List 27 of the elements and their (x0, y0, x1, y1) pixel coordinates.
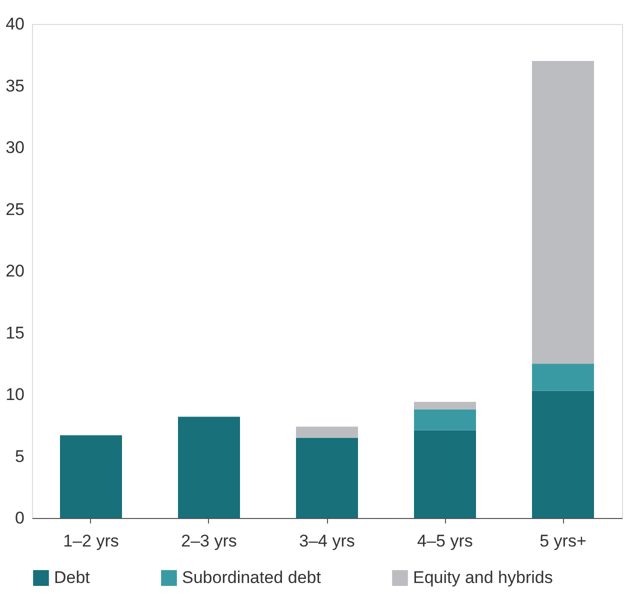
x-tick-label: 1–2 yrs (63, 532, 119, 550)
bar (414, 402, 476, 410)
bar (532, 61, 594, 364)
y-tick-label: 5 (15, 446, 24, 466)
bar (414, 430, 476, 518)
y-tick-label: 15 (6, 323, 24, 342)
bar (60, 435, 122, 518)
bar (178, 416, 240, 518)
y-tick-label: 30 (6, 138, 24, 157)
y-tick-label: 40 (6, 14, 24, 34)
bar (296, 438, 358, 518)
legend-label: Subordinated debt (182, 568, 322, 587)
x-tick-label: 2–3 yrs (181, 532, 237, 550)
legend-label: Debt (54, 568, 90, 587)
bar (532, 390, 594, 518)
bar (296, 426, 358, 438)
x-tick-label: 5 yrs+ (540, 532, 586, 550)
y-tick-label: 20 (6, 262, 24, 280)
bar (414, 409, 476, 430)
y-tick-label: 10 (6, 385, 24, 404)
x-tick-label: 3–4 yrs (299, 532, 355, 550)
y-tick-label: 35 (6, 76, 24, 96)
bar (532, 364, 594, 391)
legend-label: Equity and hybrids (413, 568, 553, 587)
y-tick-label: 0 (15, 508, 24, 528)
y-tick-label: 25 (6, 200, 24, 219)
x-tick-label: 4–5 yrs (417, 532, 473, 550)
